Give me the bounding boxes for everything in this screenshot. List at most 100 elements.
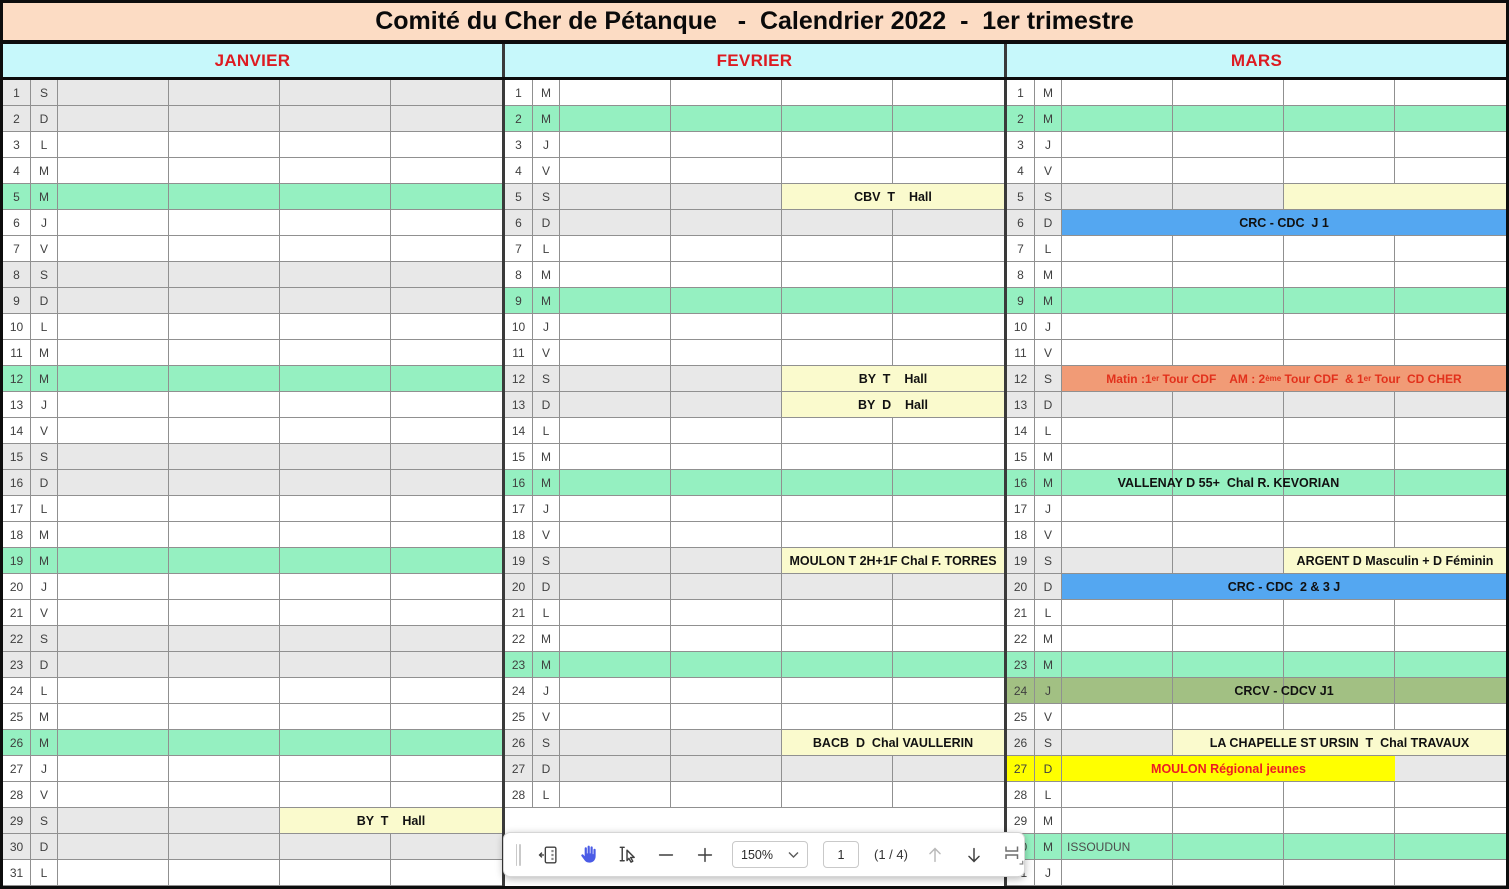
day-event-cell (280, 184, 391, 210)
day-row: 22 M (1007, 626, 1506, 652)
day-row: 17 L (3, 496, 502, 522)
day-event-cell (391, 860, 502, 886)
day-event-cell (1062, 678, 1173, 704)
hand-tool-icon[interactable] (576, 843, 600, 867)
day-number-cell: 10 (1007, 314, 1035, 340)
day-number-cell: 19 (3, 548, 31, 574)
day-event-cell (169, 444, 280, 470)
page-view-icon[interactable] (1001, 843, 1025, 867)
day-event-cell (169, 470, 280, 496)
day-event-cell (560, 184, 671, 210)
day-row: 17 J (505, 496, 1004, 522)
day-event-cell (671, 340, 782, 366)
day-letter-cell: L (1035, 418, 1062, 444)
chevron-down-icon (787, 849, 799, 861)
day-event-cell (560, 288, 671, 314)
day-letter-cell: J (31, 756, 58, 782)
day-number-cell: 7 (3, 236, 31, 262)
day-event-cell (280, 704, 391, 730)
day-event-cell (782, 782, 893, 808)
month-header-fevrier: FEVRIER (505, 44, 1007, 77)
day-letter-cell: D (1035, 756, 1062, 782)
panel-toggle-icon[interactable] (537, 843, 561, 867)
day-event-cell (782, 626, 893, 652)
day-number-cell: 23 (3, 652, 31, 678)
day-letter-cell: L (533, 418, 560, 444)
day-event-cell (1395, 314, 1506, 340)
calendar-event: BY T Hall (280, 808, 502, 833)
day-letter-cell: M (31, 522, 58, 548)
day-letter-cell: L (1035, 600, 1062, 626)
day-event-cell (391, 210, 502, 236)
day-number-cell: 5 (505, 184, 533, 210)
day-event-cell (1062, 314, 1173, 340)
day-letter-cell: M (31, 704, 58, 730)
day-letter-cell: S (31, 808, 58, 834)
day-event-cell (1173, 80, 1284, 106)
day-event-cell (169, 366, 280, 392)
zoom-level-select[interactable]: 150% (732, 841, 808, 868)
day-letter-cell: J (533, 678, 560, 704)
day-row: 23 M (1007, 652, 1506, 678)
day-row: 27 J (3, 756, 502, 782)
day-event-cell (1395, 756, 1506, 782)
day-number-cell: 8 (1007, 262, 1035, 288)
page-up-icon[interactable] (923, 843, 947, 867)
day-event-cell (893, 600, 1004, 626)
day-event-cell (1173, 704, 1284, 730)
day-event-cell (169, 340, 280, 366)
day-event-cell (280, 782, 391, 808)
day-row: 14 V (3, 418, 502, 444)
day-letter-cell: J (533, 314, 560, 340)
day-row: 12 S Matin :1 er Tour CDF AM : 2 ème Tour CD… (1007, 366, 1506, 392)
day-row: 10 J (505, 314, 1004, 340)
day-row: 26 S BACB D Chal VAULLERIN (505, 730, 1004, 756)
day-event-cell (782, 106, 893, 132)
day-letter-cell: D (533, 574, 560, 600)
day-number-cell: 26 (1007, 730, 1035, 756)
day-event-cell (1395, 626, 1506, 652)
day-event-cell (893, 314, 1004, 340)
day-row: 16 M VALLENAY D 55+ Chal R. KEVORIAN (1007, 470, 1506, 496)
day-event-cell (1395, 860, 1506, 886)
day-number-cell: 13 (3, 392, 31, 418)
day-letter-cell: M (533, 288, 560, 314)
zoom-out-icon[interactable] (654, 843, 678, 867)
day-event-cell (1284, 600, 1395, 626)
page-down-icon[interactable] (962, 843, 986, 867)
day-event-cell (169, 80, 280, 106)
calendar-event: BY D Hall (782, 392, 1004, 417)
day-event-cell (169, 600, 280, 626)
day-number-cell: 10 (3, 314, 31, 340)
day-event-cell (671, 652, 782, 678)
day-event-cell (671, 444, 782, 470)
day-number-cell: 11 (1007, 340, 1035, 366)
day-event-cell (58, 106, 169, 132)
day-number-cell: 21 (1007, 600, 1035, 626)
day-event-cell (169, 782, 280, 808)
day-event-cell (58, 80, 169, 106)
day-number-cell: 13 (1007, 392, 1035, 418)
day-number-cell: 8 (3, 262, 31, 288)
day-event-cell (1173, 522, 1284, 548)
day-row: 15 M (1007, 444, 1506, 470)
day-number-cell: 26 (505, 730, 533, 756)
day-row: 29 S BY T Hall (3, 808, 502, 834)
day-event-cell (1062, 704, 1173, 730)
toolbar-drag-handle[interactable] (514, 843, 522, 866)
select-tool-icon[interactable] (615, 843, 639, 867)
day-event-cell (280, 730, 391, 756)
day-letter-cell: M (1035, 262, 1062, 288)
day-event-cell (58, 496, 169, 522)
day-event-cell (560, 782, 671, 808)
page-number-input[interactable] (823, 841, 859, 868)
day-number-cell: 28 (505, 782, 533, 808)
day-row: 31 L (3, 860, 502, 886)
day-event-cell (58, 522, 169, 548)
zoom-in-icon[interactable] (693, 843, 717, 867)
day-event-cell (782, 522, 893, 548)
day-event-cell (280, 340, 391, 366)
day-event-cell (169, 704, 280, 730)
